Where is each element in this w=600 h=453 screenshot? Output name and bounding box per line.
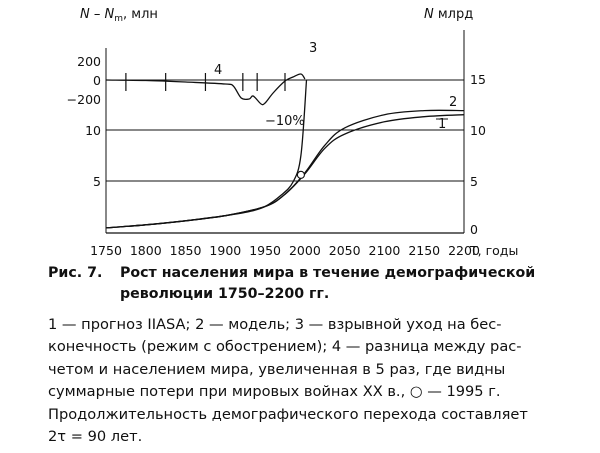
x-tick-label: 1800 (130, 243, 162, 258)
series-2-label: 2 (449, 95, 457, 110)
figure-title-line2: революции 1750–2200 гг. (120, 286, 330, 302)
figure-number: Рис. 7. (48, 265, 103, 281)
x-axis-title: T, годы (469, 243, 518, 258)
x-tick-label: 2050 (329, 243, 361, 258)
x-tick-label: 1950 (249, 243, 281, 258)
series-4-line (105, 73, 306, 106)
left-tick-label: −200 (67, 92, 101, 107)
legend-line: Продолжительность демографического перех… (48, 405, 528, 423)
series-3-line (105, 79, 308, 229)
series-3-label: 3 (309, 41, 317, 56)
left-tick-label: 200 (77, 54, 101, 69)
left-tick-label: 5 (93, 174, 101, 189)
right-axis-title: N млрд (424, 7, 473, 22)
left-tick-label: 0 (93, 73, 101, 88)
population-chart: N – Nm, млн N млрд 200 0 −200 5 10 15 10… (67, 7, 519, 258)
left-tick-label: 10 (85, 123, 101, 138)
series-1-label: 1 (438, 117, 446, 132)
left-axis-title: N – Nm, млн (80, 7, 158, 24)
series-2-line (105, 109, 465, 229)
x-tick-label: 2200 (448, 243, 480, 258)
legend-line: 2τ = 90 лет. (48, 428, 143, 446)
series-4-markers (125, 73, 286, 91)
figure-legend: 1 — прогноз IIASA; 2 — модель; 3 — взрыв… (48, 314, 596, 448)
series-4-label: 4 (214, 63, 222, 78)
x-tick-label: 1850 (170, 243, 202, 258)
right-tick-label: 5 (470, 174, 478, 189)
x-tick-label: 2100 (369, 243, 401, 258)
legend-line: суммарные потери при мировых войнах XX в… (48, 383, 501, 401)
legend-line: конечность (режим с обострением); 4 — ра… (48, 338, 522, 356)
right-tick-label: 0 (470, 222, 478, 237)
figure-title-line1: Рост населения мира в течение демографич… (120, 265, 536, 281)
series-1-line (105, 114, 465, 229)
right-tick-label: 10 (470, 123, 486, 138)
x-tick-label: 1900 (209, 243, 241, 258)
right-tick-label: 15 (470, 72, 486, 87)
x-tick-label: 1750 (90, 243, 122, 258)
x-tick-labels: 1750 1800 1850 1900 1950 2000 2050 2100 2150 2200 (90, 243, 480, 258)
figure-title: Рост населения мира в течение демографич… (120, 263, 590, 305)
year-1995-marker (296, 170, 305, 179)
x-tick-label: 2150 (408, 243, 440, 258)
percent-annotation: −10% (265, 114, 305, 129)
x-tick-label: 2000 (289, 243, 321, 258)
legend-line: 1 — прогноз IIASA; 2 — модель; 3 — взрыв… (48, 316, 502, 333)
legend-line: четом и населением мира, увеличенная в 5… (48, 360, 506, 378)
